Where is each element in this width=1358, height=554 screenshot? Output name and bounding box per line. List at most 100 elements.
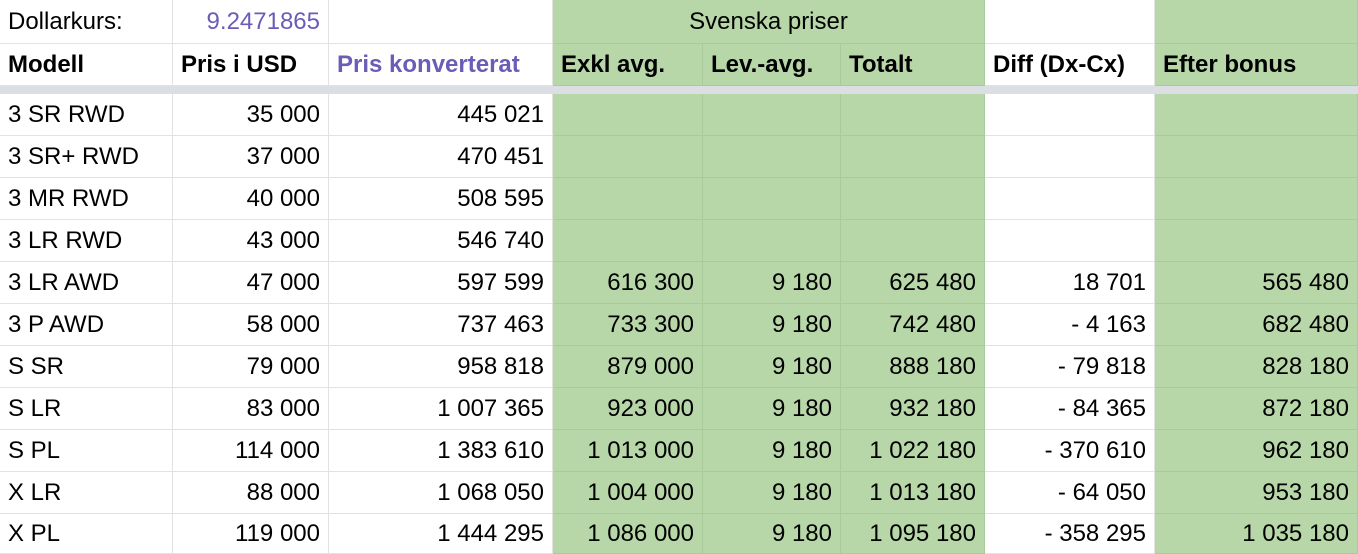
cell-totalt[interactable]: 1 013 180	[841, 472, 985, 514]
cell-efter-bonus[interactable]: 682 480	[1155, 304, 1358, 346]
cell-exkl-avg[interactable]	[553, 178, 703, 220]
cell-exkl-avg[interactable]	[553, 136, 703, 178]
header-efter-bonus[interactable]: Efter bonus	[1155, 44, 1358, 86]
cell-diff[interactable]	[985, 136, 1155, 178]
cell-lev-avg[interactable]: 9 180	[703, 472, 841, 514]
cell-diff[interactable]: - 79 818	[985, 346, 1155, 388]
cell-pris-usd[interactable]: 40 000	[173, 178, 329, 220]
cell-efter-bonus[interactable]	[1155, 220, 1358, 262]
cell-diff[interactable]	[985, 178, 1155, 220]
cell-pris-konverterat[interactable]: 1 007 365	[329, 388, 553, 430]
empty-cell[interactable]	[1155, 0, 1358, 44]
freeze-divider[interactable]	[0, 86, 1358, 94]
cell-diff[interactable]: - 64 050	[985, 472, 1155, 514]
cell-lev-avg[interactable]: 9 180	[703, 346, 841, 388]
cell-modell[interactable]: X PL	[0, 514, 173, 554]
cell-efter-bonus[interactable]	[1155, 94, 1358, 136]
cell-pris-konverterat[interactable]: 445 021	[329, 94, 553, 136]
cell-lev-avg[interactable]: 9 180	[703, 514, 841, 554]
cell-pris-usd[interactable]: 47 000	[173, 262, 329, 304]
cell-diff[interactable]: - 84 365	[985, 388, 1155, 430]
cell-pris-usd[interactable]: 35 000	[173, 94, 329, 136]
header-exkl-avg[interactable]: Exkl avg.	[553, 44, 703, 86]
cell-pris-usd[interactable]: 83 000	[173, 388, 329, 430]
cell-lev-avg[interactable]	[703, 220, 841, 262]
cell-totalt[interactable]: 625 480	[841, 262, 985, 304]
cell-lev-avg[interactable]	[703, 136, 841, 178]
cell-diff[interactable]: - 4 163	[985, 304, 1155, 346]
cell-pris-konverterat[interactable]: 1 068 050	[329, 472, 553, 514]
cell-lev-avg[interactable]: 9 180	[703, 430, 841, 472]
cell-diff[interactable]: - 370 610	[985, 430, 1155, 472]
cell-totalt[interactable]	[841, 136, 985, 178]
cell-exkl-avg[interactable]: 879 000	[553, 346, 703, 388]
cell-modell[interactable]: 3 SR+ RWD	[0, 136, 173, 178]
cell-diff[interactable]: - 358 295	[985, 514, 1155, 554]
cell-pris-konverterat[interactable]: 1 444 295	[329, 514, 553, 554]
header-modell[interactable]: Modell	[0, 44, 173, 86]
cell-efter-bonus[interactable]: 872 180	[1155, 388, 1358, 430]
cell-exkl-avg[interactable]: 923 000	[553, 388, 703, 430]
cell-exkl-avg[interactable]: 733 300	[553, 304, 703, 346]
cell-lev-avg[interactable]	[703, 94, 841, 136]
cell-exkl-avg[interactable]: 616 300	[553, 262, 703, 304]
cell-exkl-avg[interactable]	[553, 94, 703, 136]
cell-pris-konverterat[interactable]: 737 463	[329, 304, 553, 346]
cell-totalt[interactable]: 888 180	[841, 346, 985, 388]
cell-pris-usd[interactable]: 114 000	[173, 430, 329, 472]
cell-modell[interactable]: 3 MR RWD	[0, 178, 173, 220]
cell-exkl-avg[interactable]	[553, 220, 703, 262]
cell-lev-avg[interactable]: 9 180	[703, 304, 841, 346]
cell-diff[interactable]	[985, 94, 1155, 136]
cell-pris-konverterat[interactable]: 597 599	[329, 262, 553, 304]
cell-efter-bonus[interactable]: 828 180	[1155, 346, 1358, 388]
header-lev-avg[interactable]: Lev.-avg.	[703, 44, 841, 86]
cell-efter-bonus[interactable]	[1155, 178, 1358, 220]
cell-pris-konverterat[interactable]: 470 451	[329, 136, 553, 178]
cell-efter-bonus[interactable]	[1155, 136, 1358, 178]
cell-totalt[interactable]	[841, 220, 985, 262]
cell-lev-avg[interactable]: 9 180	[703, 262, 841, 304]
cell-pris-usd[interactable]: 119 000	[173, 514, 329, 554]
cell-totalt[interactable]: 932 180	[841, 388, 985, 430]
cell-efter-bonus[interactable]: 1 035 180	[1155, 514, 1358, 554]
cell-modell[interactable]: S LR	[0, 388, 173, 430]
cell-pris-usd[interactable]: 43 000	[173, 220, 329, 262]
cell-modell[interactable]: S SR	[0, 346, 173, 388]
dollar-rate-label[interactable]: Dollarkurs:	[0, 0, 173, 44]
cell-modell[interactable]: X LR	[0, 472, 173, 514]
cell-pris-konverterat[interactable]: 546 740	[329, 220, 553, 262]
cell-pris-usd[interactable]: 79 000	[173, 346, 329, 388]
group-header-svenska-priser[interactable]: Svenska priser	[553, 0, 985, 44]
cell-totalt[interactable]: 1 095 180	[841, 514, 985, 554]
cell-lev-avg[interactable]: 9 180	[703, 388, 841, 430]
header-diff[interactable]: Diff (Dx-Cx)	[985, 44, 1155, 86]
cell-pris-usd[interactable]: 88 000	[173, 472, 329, 514]
header-pris-konverterat[interactable]: Pris konverterat	[329, 44, 553, 86]
cell-exkl-avg[interactable]: 1 004 000	[553, 472, 703, 514]
cell-modell[interactable]: 3 LR RWD	[0, 220, 173, 262]
cell-diff[interactable]: 18 701	[985, 262, 1155, 304]
cell-diff[interactable]	[985, 220, 1155, 262]
cell-modell[interactable]: 3 P AWD	[0, 304, 173, 346]
cell-totalt[interactable]: 742 480	[841, 304, 985, 346]
cell-totalt[interactable]	[841, 178, 985, 220]
cell-pris-usd[interactable]: 58 000	[173, 304, 329, 346]
cell-efter-bonus[interactable]: 962 180	[1155, 430, 1358, 472]
cell-efter-bonus[interactable]: 953 180	[1155, 472, 1358, 514]
empty-cell[interactable]	[985, 0, 1155, 44]
cell-efter-bonus[interactable]: 565 480	[1155, 262, 1358, 304]
cell-pris-konverterat[interactable]: 1 383 610	[329, 430, 553, 472]
header-totalt[interactable]: Totalt	[841, 44, 985, 86]
cell-exkl-avg[interactable]: 1 086 000	[553, 514, 703, 554]
cell-pris-konverterat[interactable]: 958 818	[329, 346, 553, 388]
cell-exkl-avg[interactable]: 1 013 000	[553, 430, 703, 472]
empty-cell[interactable]	[329, 0, 553, 44]
cell-pris-konverterat[interactable]: 508 595	[329, 178, 553, 220]
cell-modell[interactable]: S PL	[0, 430, 173, 472]
cell-pris-usd[interactable]: 37 000	[173, 136, 329, 178]
cell-modell[interactable]: 3 LR AWD	[0, 262, 173, 304]
cell-totalt[interactable]	[841, 94, 985, 136]
cell-modell[interactable]: 3 SR RWD	[0, 94, 173, 136]
header-pris-usd[interactable]: Pris i USD	[173, 44, 329, 86]
